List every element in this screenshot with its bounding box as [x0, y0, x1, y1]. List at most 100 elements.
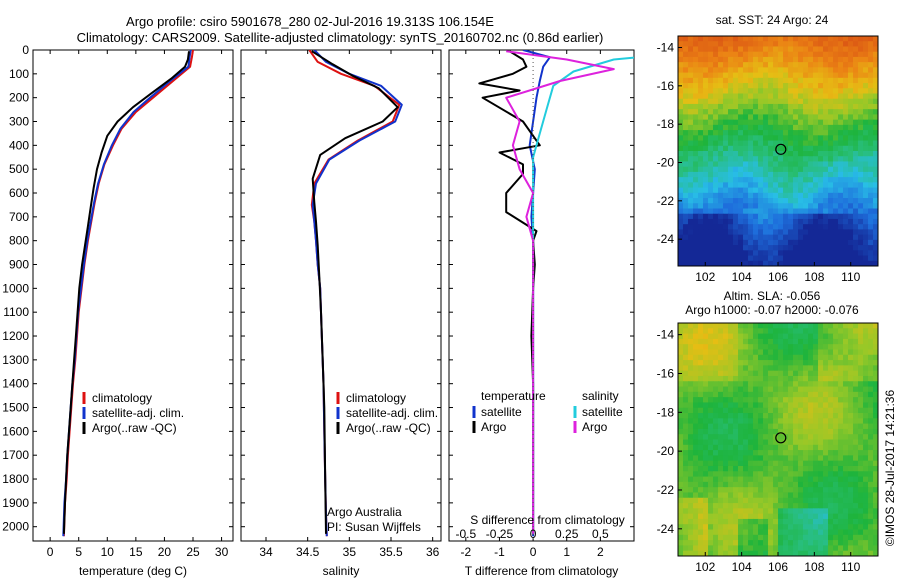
- sst-map-cell: [868, 72, 874, 79]
- sla-map-cell: [683, 513, 689, 520]
- sla-map-cell: [793, 529, 799, 536]
- sst-map-cell: [868, 213, 874, 220]
- sst-map-cell: [813, 124, 819, 131]
- sla-map-cell: [838, 476, 844, 483]
- sst-map-cell: [693, 255, 699, 262]
- sst-map-cell: [783, 239, 789, 246]
- sla-map-cell: [713, 397, 719, 404]
- sst-map-cell: [723, 192, 729, 199]
- sst-map-cell: [873, 166, 878, 173]
- sla-map-cell: [808, 434, 814, 441]
- sst-map-cell: [873, 187, 878, 194]
- salinity-panel: 34 34.5 35 35.5 36salinityclimatologysatelli…: [240, 49, 442, 578]
- sla-map-cell: [868, 550, 874, 556]
- sla-map-cell: [693, 328, 699, 335]
- sla-map-cell: [718, 381, 724, 388]
- sla-map-cell: [868, 323, 874, 329]
- sla-map-cell: [753, 391, 759, 398]
- sla-map-cell: [773, 370, 779, 377]
- sla-map-cell: [803, 439, 809, 446]
- sst-map-cell: [748, 109, 754, 116]
- sla-map-cell: [823, 413, 829, 419]
- sst-map-cell: [748, 208, 754, 215]
- sst-map-cell: [853, 72, 859, 79]
- sst-map-cell: [688, 218, 694, 225]
- sla-map-cell: [798, 545, 804, 552]
- sla-map-cell: [793, 333, 799, 340]
- sla-map-cell: [823, 471, 829, 478]
- sst-map-cell: [698, 224, 704, 231]
- sla-map-cell: [828, 460, 834, 467]
- sst-map-cell: [708, 161, 714, 168]
- sst-map-cell: [838, 182, 844, 189]
- sst-map-cell: [793, 124, 799, 131]
- sla-map-cell: [743, 381, 749, 388]
- sla-map-cell: [758, 418, 764, 425]
- sst-map-cell: [743, 72, 749, 79]
- sla-map-cell: [708, 481, 714, 488]
- sla-map-cell: [698, 344, 704, 351]
- sla-map-cell: [703, 503, 709, 509]
- sst-map-cell: [843, 124, 849, 131]
- sla-map-cell: [708, 444, 714, 451]
- sst-map-cell: [718, 103, 724, 110]
- sla-map-cell: [868, 381, 874, 388]
- sst-map-cell: [863, 93, 869, 100]
- sst-map-cell: [873, 213, 878, 220]
- sla-map-cell: [788, 503, 794, 509]
- sst-map-cell: [723, 46, 729, 53]
- sla-map-cell: [703, 365, 709, 372]
- sst-map-cell: [803, 41, 809, 48]
- sst-map-cell: [768, 145, 774, 152]
- sla-map-cell: [818, 354, 824, 361]
- sst-map-cell: [693, 72, 699, 79]
- sla-map-cell: [683, 370, 689, 377]
- sla-map-cell: [688, 439, 694, 446]
- sst-map-cell: [808, 130, 814, 136]
- sla-map-cell: [688, 354, 694, 361]
- sst-map-cell: [848, 218, 854, 225]
- sst-map-cell: [818, 119, 824, 126]
- sst-map-cell: [823, 109, 829, 116]
- sla-map-cell: [718, 497, 724, 504]
- sst-map-cell: [748, 161, 754, 168]
- sst-map-cell: [788, 213, 794, 220]
- sst-map-cell: [728, 51, 734, 58]
- sst-map-cell: [753, 77, 759, 84]
- sst-map-cell: [858, 192, 864, 199]
- sla-map-cell: [758, 460, 764, 467]
- sst-map-cell: [808, 239, 814, 246]
- sst-map-cell: [723, 224, 729, 231]
- sla-map-cell: [848, 439, 854, 446]
- sla-map-cell: [698, 370, 704, 377]
- sla-map-cell: [703, 439, 709, 446]
- sla-map-cell: [803, 444, 809, 451]
- sst-map-cell: [783, 182, 789, 189]
- sst-map-cell: [838, 41, 844, 48]
- sst-map-cell: [678, 203, 684, 210]
- sst-map-cell: [763, 229, 769, 236]
- sla-map-cell: [703, 450, 709, 456]
- sst-map-cell: [848, 72, 854, 79]
- sla-map-cell: [713, 434, 719, 441]
- sla-map-cell: [838, 338, 844, 345]
- sst-map-cell: [688, 124, 694, 131]
- sla-map-cell: [838, 455, 844, 462]
- sst-map-cell: [683, 250, 689, 257]
- sla-map-cell: [843, 338, 849, 345]
- sst-map-cell: [688, 140, 694, 147]
- sst-map-cell: [758, 103, 764, 110]
- sst-map-cell: [783, 62, 789, 68]
- sla-map-cell: [838, 518, 844, 525]
- sla-map-cell: [718, 402, 724, 409]
- sst-map-cell: [833, 192, 839, 199]
- sst-map-cell: [788, 56, 794, 63]
- sla-map-cell: [678, 323, 684, 329]
- sst-map-cell: [773, 260, 779, 266]
- sla-map-cell: [823, 323, 829, 329]
- sla-map-cell: [808, 513, 814, 520]
- sst-map-cell: [738, 171, 744, 178]
- sst-map-cell: [753, 198, 759, 204]
- sla-map-cell: [818, 349, 824, 356]
- sla-map-cell: [873, 545, 878, 552]
